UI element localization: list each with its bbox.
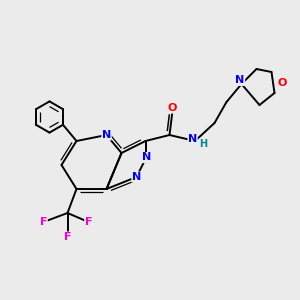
Text: N: N xyxy=(236,75,244,85)
Text: F: F xyxy=(85,217,92,227)
Text: N: N xyxy=(188,134,197,144)
Text: O: O xyxy=(277,77,287,88)
Text: O: O xyxy=(168,103,177,113)
Text: F: F xyxy=(40,217,47,227)
Text: N: N xyxy=(142,152,152,163)
Text: F: F xyxy=(64,232,71,242)
Text: N: N xyxy=(132,172,141,182)
Text: H: H xyxy=(199,139,208,149)
Text: N: N xyxy=(102,130,111,140)
